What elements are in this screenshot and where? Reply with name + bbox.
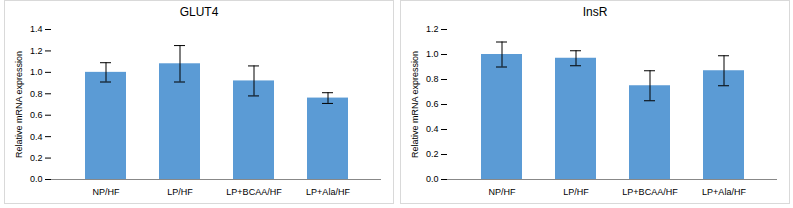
svg-text:0.0: 0.0 [30,174,43,184]
svg-text:LP+Ala/HF: LP+Ala/HF [702,187,746,197]
svg-text:0.2: 0.2 [426,149,439,159]
svg-text:LP+BCAA/HF: LP+BCAA/HF [226,187,282,197]
svg-text:0.6: 0.6 [30,110,43,120]
svg-text:LP/HF: LP/HF [563,187,589,197]
svg-text:Relative mRNA expression: Relative mRNA expression [410,51,420,158]
svg-text:1.0: 1.0 [30,67,43,77]
svg-text:0.0: 0.0 [426,174,439,184]
html-text:GLUT4: GLUT4 [179,5,219,19]
svg-text:LP+Ala/HF: LP+Ala/HF [306,187,350,197]
svg-text:NP/HF: NP/HF [93,187,121,197]
svg-text:0.8: 0.8 [426,74,439,84]
svg-text:1.4: 1.4 [30,24,43,34]
svg-text:Relative mRNA expression: Relative mRNA expression [14,51,24,158]
svg-text:1.2: 1.2 [30,46,43,56]
svg-text:1.2: 1.2 [426,24,439,34]
svg-text:0.8: 0.8 [30,89,43,99]
html-text:InsR: InsR [582,5,608,19]
svg-text:0.4: 0.4 [30,132,43,142]
svg-text:LP/HF: LP/HF [167,187,193,197]
svg-text:0.2: 0.2 [30,153,43,163]
svg-text:NP/HF: NP/HF [489,187,517,197]
svg-text:1.0: 1.0 [426,49,439,59]
svg-text:0.6: 0.6 [426,99,439,109]
svg-text:0.4: 0.4 [426,124,439,134]
svg-text:LP+BCAA/HF: LP+BCAA/HF [622,187,678,197]
